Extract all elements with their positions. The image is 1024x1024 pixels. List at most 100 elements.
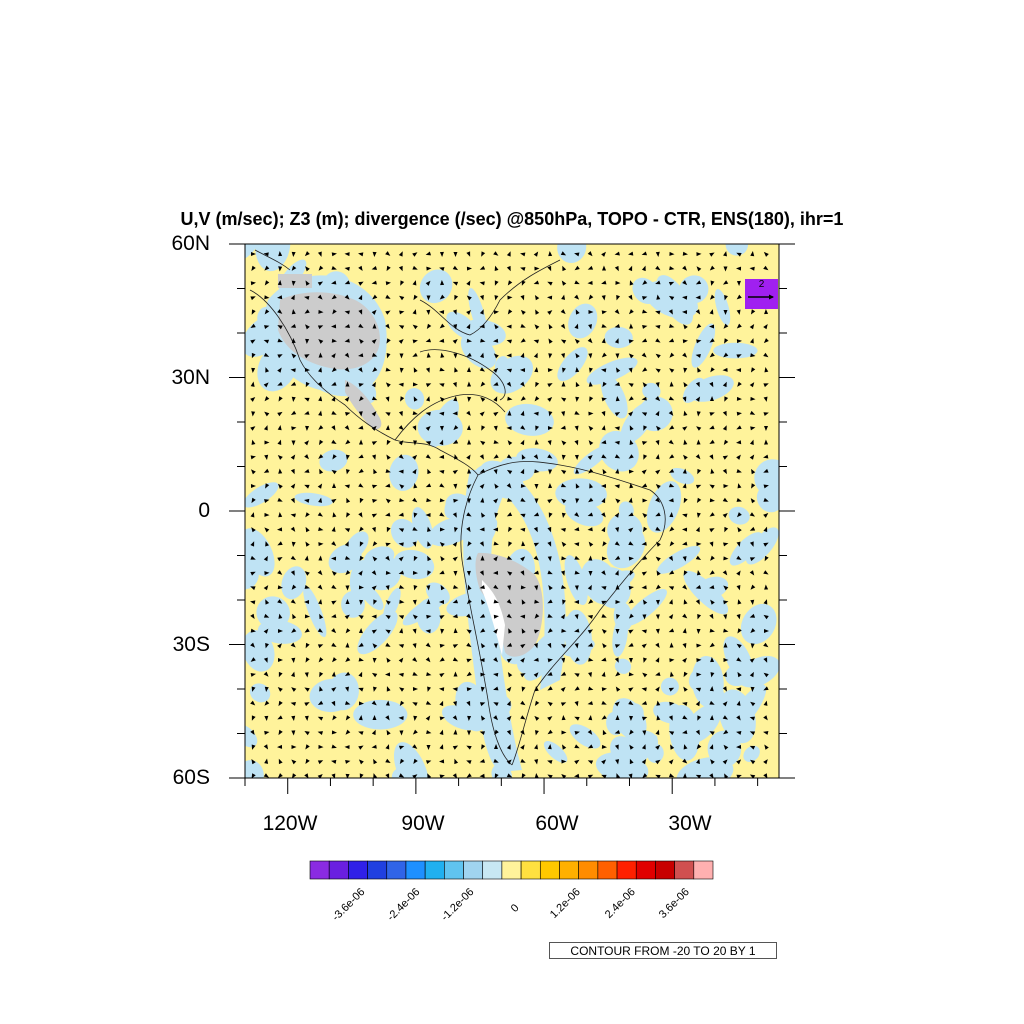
wind-vector <box>398 512 404 517</box>
wind-vector <box>615 527 620 533</box>
divergence-field-negative <box>624 589 667 626</box>
wind-vector <box>452 745 459 750</box>
wind-vector <box>601 425 606 431</box>
wind-vector <box>709 731 715 736</box>
wind-vector <box>398 615 405 620</box>
wind-vector <box>331 614 337 618</box>
wind-vector <box>278 613 283 619</box>
wind-vector <box>251 758 256 765</box>
wind-vector <box>736 252 742 257</box>
wind-vector <box>493 454 499 459</box>
wind-vector <box>305 324 310 330</box>
wind-vector <box>763 251 769 257</box>
wind-vector <box>709 498 715 503</box>
wind-vector <box>588 324 592 330</box>
wind-vector <box>291 541 296 547</box>
wind-vector <box>398 454 404 459</box>
wind-vector <box>277 497 283 502</box>
wind-vector <box>371 441 378 446</box>
wind-vector <box>763 700 768 706</box>
wind-vector <box>479 628 486 633</box>
wind-vector <box>385 715 390 721</box>
wind-vector <box>425 411 431 416</box>
wind-vector <box>737 483 742 489</box>
wind-vector <box>641 555 648 561</box>
wind-vector <box>250 397 256 402</box>
wind-vector <box>479 658 485 663</box>
wind-vector <box>615 367 621 373</box>
wind-vector <box>331 773 336 778</box>
wind-vector <box>359 338 364 344</box>
wind-vector <box>682 513 688 518</box>
wind-vector <box>344 555 351 560</box>
divergence-field-negative <box>683 570 729 615</box>
wind-vector <box>736 454 741 460</box>
wind-vector <box>615 498 621 504</box>
wind-vector <box>615 759 620 765</box>
wind-vector <box>574 600 580 605</box>
wind-vector <box>628 672 634 677</box>
wind-vector <box>534 324 540 330</box>
wind-vector <box>736 585 741 591</box>
wind-vector <box>642 382 648 388</box>
wind-vector <box>467 715 472 721</box>
wind-vector <box>506 658 513 663</box>
wind-vector <box>277 585 283 590</box>
wind-vector <box>682 701 688 706</box>
wind-vector <box>344 484 350 489</box>
wind-vector <box>520 614 526 619</box>
wind-vector <box>574 527 580 532</box>
wind-vector <box>452 614 458 619</box>
wind-vector <box>737 671 742 678</box>
divergence-field-negative <box>564 555 588 606</box>
wind-vector <box>493 338 499 343</box>
wind-vector <box>533 411 539 416</box>
wind-vector <box>520 368 526 373</box>
wind-vector <box>304 614 310 619</box>
wind-vector <box>535 425 540 431</box>
wind-vector <box>697 468 702 475</box>
wind-vector <box>290 497 295 504</box>
wind-vector <box>318 555 323 561</box>
wind-vector <box>358 715 363 721</box>
wind-vector <box>547 744 552 750</box>
wind-vector <box>250 729 255 736</box>
wind-vector <box>265 483 270 489</box>
wind-vector <box>764 425 769 431</box>
wind-vector <box>588 294 594 300</box>
wind-vector <box>250 541 255 547</box>
wind-vector <box>493 599 499 604</box>
wind-vector <box>560 686 566 692</box>
wind-vector <box>764 309 769 315</box>
reference-vector-label: 2 <box>758 279 765 290</box>
wind-vector <box>398 644 404 648</box>
wind-vector <box>507 498 513 502</box>
wind-vector <box>427 686 431 692</box>
wind-vector <box>574 294 580 300</box>
wind-vector <box>385 469 391 473</box>
wind-vector <box>642 526 648 533</box>
wind-vector <box>426 599 431 605</box>
wind-vector <box>520 513 526 518</box>
wind-vector <box>440 352 445 358</box>
wind-vector <box>574 542 580 547</box>
wind-vector <box>628 353 634 359</box>
wind-vector <box>371 425 377 431</box>
wind-vector <box>264 265 270 271</box>
wind-vector <box>263 382 269 388</box>
wind-vector <box>251 367 256 373</box>
wind-vector <box>494 773 499 778</box>
wind-vector <box>520 643 526 649</box>
wind-vector <box>304 367 310 372</box>
wind-vector <box>749 731 756 736</box>
wind-vector <box>616 294 621 301</box>
wind-vector <box>426 323 432 329</box>
wind-vector <box>764 744 769 750</box>
wind-vector <box>750 426 756 431</box>
divergence-field-negative <box>745 527 779 565</box>
wind-vector <box>493 744 498 750</box>
wind-vector <box>548 338 553 344</box>
wind-vector <box>588 555 593 561</box>
wind-vector <box>696 744 702 750</box>
wind-vector <box>425 513 431 518</box>
